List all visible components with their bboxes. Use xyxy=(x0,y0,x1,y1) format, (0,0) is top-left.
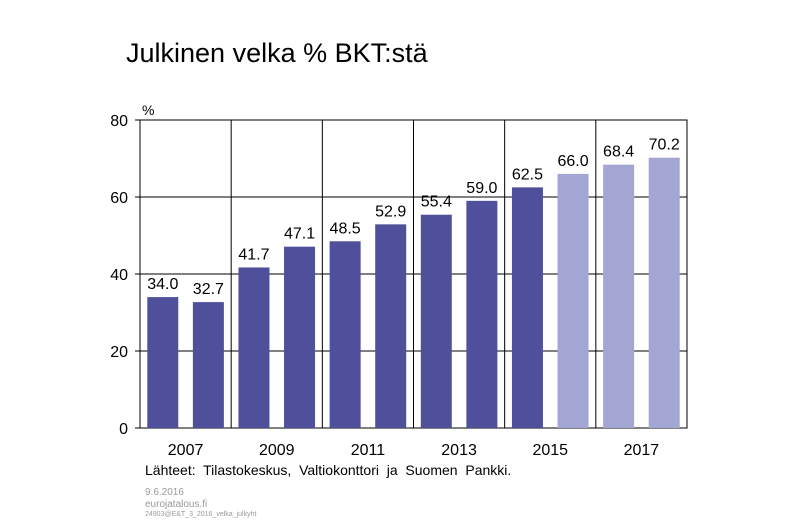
x-tick-label: 2007 xyxy=(168,442,204,459)
x-tick-label: 2017 xyxy=(624,442,660,459)
grid-layer xyxy=(139,119,688,429)
bar xyxy=(511,187,543,428)
y-tick-label: 20 xyxy=(110,344,128,361)
y-tick-label: 60 xyxy=(110,190,128,207)
bar xyxy=(238,267,270,428)
bar-value-label: 62.5 xyxy=(512,166,543,183)
bar-value-label: 47.1 xyxy=(284,226,315,243)
bar-value-label: 68.4 xyxy=(603,144,634,161)
bar xyxy=(147,297,179,428)
bar-value-label: 48.5 xyxy=(330,220,361,237)
bar-value-label: 34.0 xyxy=(147,276,178,293)
bar-value-label: 32.7 xyxy=(193,281,224,298)
bar xyxy=(192,302,224,428)
footer-date: 9.6.2016 xyxy=(145,487,184,498)
bar xyxy=(375,224,407,428)
footer-site: eurojatalous.fi xyxy=(145,499,208,510)
source-note: Lähteet: Tilastokeskus, Valtiokonttori j… xyxy=(145,462,512,478)
x-tick-label: 2015 xyxy=(532,442,568,459)
chart-title: Julkinen velka % BKT:stä xyxy=(126,38,428,68)
bar xyxy=(284,246,316,428)
x-tick-label: 2009 xyxy=(259,442,295,459)
bar-value-label: 55.4 xyxy=(421,194,452,211)
bar-value-label: 52.9 xyxy=(375,203,406,220)
bar xyxy=(466,200,498,428)
y-tick-label: 0 xyxy=(119,421,128,438)
bar xyxy=(603,164,635,428)
bar xyxy=(329,241,361,428)
y-tick-label: 40 xyxy=(110,267,128,284)
bar-layer: 34.0 32.7 41.7 47.1 48.5 52.9 55.4 59.0 62.5 66.0… xyxy=(147,137,680,429)
axis-layer: 0 20 40 60 80 2007 2009 2011 2013 2015 2017 xyxy=(110,113,659,459)
bar xyxy=(557,173,589,428)
bar-value-label: 66.0 xyxy=(557,153,588,170)
bar xyxy=(420,214,452,428)
y-axis-unit-label: % xyxy=(142,102,154,118)
y-tick-label: 80 xyxy=(110,113,128,130)
bar-value-label: 41.7 xyxy=(238,246,269,263)
bar-value-label: 59.0 xyxy=(466,180,497,197)
x-tick-label: 2013 xyxy=(441,442,477,459)
bar-value-label: 70.2 xyxy=(649,137,680,154)
footer-code: 24903@E&T_3_2016_velka_julkyht xyxy=(145,511,257,518)
x-tick-label: 2011 xyxy=(351,442,386,459)
bar xyxy=(648,157,680,429)
